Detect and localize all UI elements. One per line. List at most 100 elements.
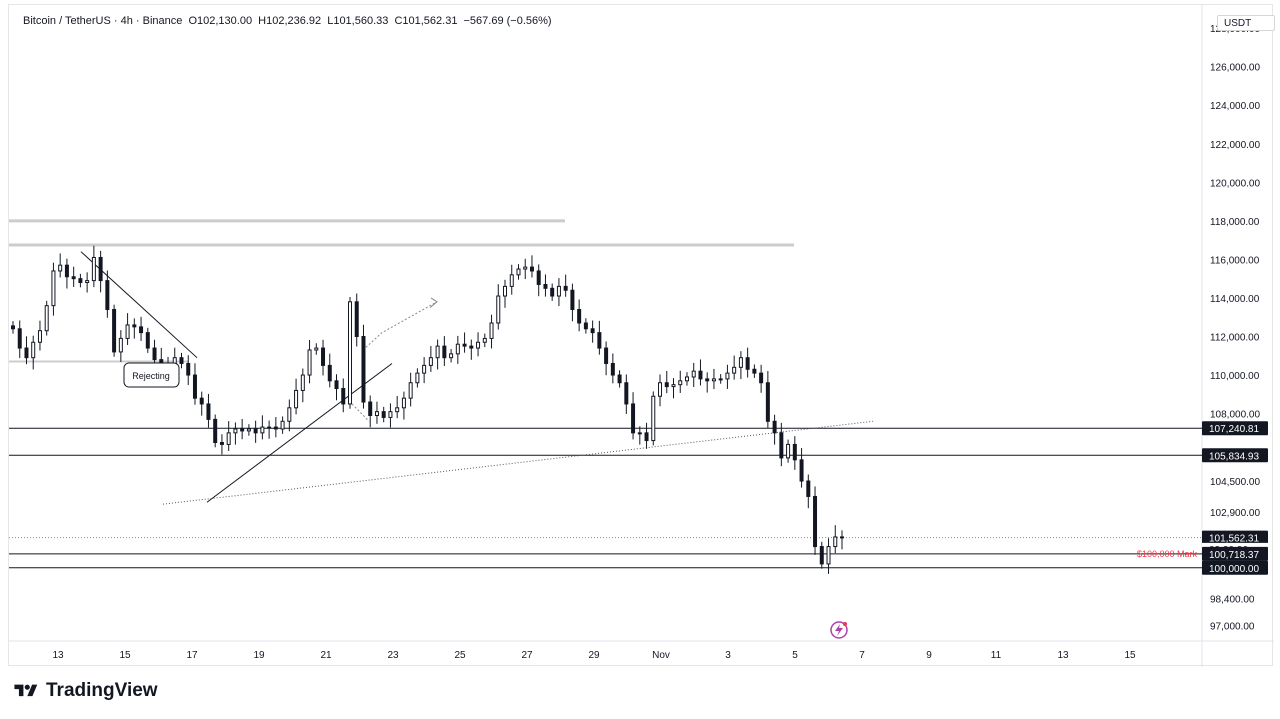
candle-body (118, 337, 123, 353)
x-tick-label: 21 (320, 650, 332, 661)
projection-arrowhead (429, 297, 438, 308)
candle-body (253, 428, 258, 434)
price-label: 100,000.00 (1209, 564, 1259, 575)
candle-body (664, 382, 669, 388)
candle-body (738, 357, 743, 368)
ohlc-change: −567.69 (−0.56%) (463, 15, 552, 27)
candle-body (476, 341, 481, 349)
candle-body (624, 382, 629, 405)
candle-body (321, 347, 326, 366)
candle-body (341, 388, 346, 405)
candle-body (671, 384, 676, 388)
candle-body (509, 274, 514, 287)
candle-body (287, 407, 292, 422)
candle-body (327, 364, 332, 382)
candle-body (799, 459, 804, 482)
lightning-glyph-icon (835, 624, 843, 636)
candle-body (381, 411, 386, 418)
candle-body (51, 270, 56, 307)
long-support-trendline (162, 420, 874, 505)
candle-body (732, 366, 737, 374)
y-tick-label: 114,000.00 (1210, 294, 1260, 305)
price-label: 107,240.81 (1209, 424, 1259, 435)
candle-body (246, 428, 251, 432)
candle-body (691, 370, 696, 378)
candle-body (71, 276, 76, 280)
y-tick-label: 108,000.00 (1210, 410, 1260, 421)
candle-body (543, 283, 548, 289)
candle-body (125, 324, 130, 339)
candle-body (368, 401, 373, 417)
x-tick-label: 19 (253, 650, 265, 661)
x-tick-label: 27 (521, 650, 533, 661)
candle-body (833, 536, 838, 548)
ohlc-high: H102,236.92 (258, 15, 322, 27)
projection-path-down (351, 403, 370, 422)
candle-body (442, 345, 447, 359)
candle-body (37, 330, 42, 343)
candle-body (779, 432, 784, 459)
candle-body (347, 301, 352, 405)
candle-body (199, 397, 204, 405)
price-label-bg (1202, 530, 1268, 545)
candle-body (408, 382, 413, 399)
x-tick-label: 17 (186, 650, 198, 661)
candle-body (469, 345, 474, 349)
candle-body (105, 280, 110, 311)
candle-body (213, 418, 218, 443)
candle-body (772, 420, 777, 434)
candle-body (267, 426, 272, 429)
chart-frame[interactable]: 128,000.00126,000.00124,000.00122,000.00… (8, 4, 1275, 667)
candle-body (523, 266, 528, 270)
candle-body (192, 374, 197, 399)
candle-body (401, 397, 406, 409)
candle-body (503, 285, 508, 297)
x-tick-label: 15 (119, 650, 131, 661)
x-tick-label: 3 (725, 650, 731, 661)
ohlc-low: L101,560.33 (327, 15, 389, 27)
x-tick-label: Nov (652, 650, 670, 661)
candle-body (765, 382, 770, 422)
candle-body (725, 372, 730, 380)
currency-selector[interactable]: USDT (1217, 15, 1275, 31)
rejecting-callout-box (123, 362, 180, 388)
candle-body (428, 357, 433, 366)
x-tick-label: 9 (926, 650, 932, 661)
y-tick-label: 102,900.00 (1210, 508, 1260, 519)
descending-trendline (80, 251, 198, 359)
y-tick-label: 104,500.00 (1210, 477, 1260, 488)
candle-body (759, 372, 764, 384)
candle-body (698, 370, 703, 380)
candle-body (644, 432, 649, 442)
candle-body (604, 347, 609, 364)
candle-body (563, 285, 568, 291)
tradingview-wordmark: TradingView (46, 680, 158, 701)
candle-body (64, 264, 69, 278)
y-tick-label: 112,000.00 (1210, 332, 1260, 343)
candle-body (435, 345, 440, 359)
x-tick-label: 13 (1057, 650, 1069, 661)
candle-body (307, 349, 312, 376)
candle-body (590, 328, 595, 334)
candle-body (684, 376, 689, 382)
y-tick-label: 124,000.00 (1210, 101, 1260, 112)
price-chart[interactable]: 128,000.00126,000.00124,000.00122,000.00… (9, 5, 1274, 667)
candle-body (745, 357, 750, 370)
y-tick-label: 110,000.00 (1210, 371, 1260, 382)
candle-body (361, 335, 366, 403)
candle-body (489, 322, 494, 339)
candle-body (374, 411, 379, 417)
y-tick-label: 120,000.00 (1210, 178, 1260, 189)
x-tick-label: 29 (588, 650, 600, 661)
candle-body (678, 380, 683, 386)
symbol-title[interactable]: Bitcoin / TetherUS · 4h · Binance (23, 15, 183, 27)
ohlc-open: O102,130.00 (188, 15, 253, 27)
candle-body (78, 278, 83, 284)
candle-body (98, 256, 103, 282)
candle-body (294, 389, 299, 409)
candle-body (233, 428, 238, 434)
candle-body (91, 256, 96, 282)
candle-body (496, 295, 501, 324)
candle-body (610, 362, 615, 376)
candle-body (179, 357, 184, 364)
